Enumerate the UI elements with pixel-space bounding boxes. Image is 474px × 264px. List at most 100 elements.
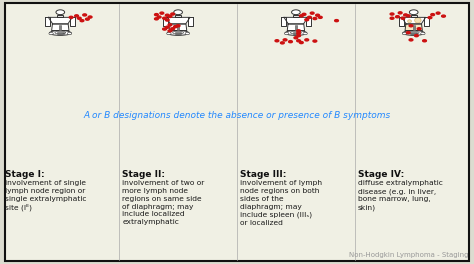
Circle shape (185, 32, 190, 35)
Text: diffuse extralymphatic
disease (e.g. in liver,
bone marrow, lung,
skin): diffuse extralymphatic disease (e.g. in … (358, 180, 443, 211)
Text: Stage IV:: Stage IV: (358, 170, 404, 179)
Circle shape (402, 32, 407, 35)
Polygon shape (281, 17, 286, 26)
Circle shape (88, 16, 92, 18)
Ellipse shape (285, 31, 307, 35)
Ellipse shape (55, 31, 66, 34)
Bar (59, 27, 61, 28)
Circle shape (313, 17, 317, 20)
Circle shape (85, 18, 89, 20)
Polygon shape (70, 17, 75, 26)
Bar (413, 27, 415, 28)
Circle shape (284, 32, 289, 35)
Circle shape (335, 20, 338, 22)
Circle shape (168, 15, 172, 17)
Circle shape (173, 26, 177, 28)
Circle shape (409, 39, 413, 41)
Bar (57, 15, 63, 17)
Text: involvement of lymph
node regions on both
sides of the
diaphragm; may
include sp: involvement of lymph node regions on bot… (240, 180, 322, 225)
Circle shape (415, 35, 418, 37)
Circle shape (77, 17, 81, 19)
Circle shape (176, 25, 180, 27)
Circle shape (406, 15, 410, 17)
Circle shape (171, 28, 174, 30)
Circle shape (292, 10, 300, 15)
Circle shape (303, 32, 307, 35)
Ellipse shape (167, 31, 189, 35)
Ellipse shape (403, 31, 425, 35)
Bar (295, 26, 297, 27)
Circle shape (157, 16, 161, 18)
Ellipse shape (291, 31, 301, 34)
Polygon shape (405, 24, 422, 31)
Polygon shape (306, 17, 311, 26)
Circle shape (316, 14, 319, 16)
Bar (293, 15, 299, 17)
Bar (59, 25, 61, 26)
Polygon shape (163, 17, 168, 26)
Polygon shape (166, 17, 190, 24)
Circle shape (302, 13, 306, 15)
Circle shape (404, 14, 408, 16)
Circle shape (297, 30, 301, 32)
Circle shape (275, 40, 279, 42)
Circle shape (75, 15, 78, 17)
Circle shape (163, 17, 166, 19)
Circle shape (83, 14, 87, 16)
Text: Stage III:: Stage III: (240, 170, 287, 179)
Circle shape (308, 16, 311, 18)
Circle shape (294, 37, 298, 39)
Circle shape (417, 28, 421, 30)
Polygon shape (188, 17, 193, 26)
Bar (411, 15, 417, 17)
Polygon shape (52, 24, 69, 31)
Circle shape (289, 41, 292, 43)
Polygon shape (169, 24, 187, 31)
Circle shape (421, 32, 425, 35)
Bar (175, 15, 181, 17)
Circle shape (396, 16, 399, 18)
Polygon shape (46, 17, 50, 26)
Circle shape (297, 32, 301, 34)
Bar (295, 25, 297, 26)
Circle shape (409, 25, 413, 27)
Circle shape (310, 12, 314, 14)
Bar (413, 26, 415, 27)
Circle shape (155, 13, 158, 16)
Bar (413, 28, 415, 29)
Circle shape (155, 18, 158, 20)
Bar (177, 27, 179, 28)
Circle shape (171, 13, 174, 15)
Polygon shape (284, 17, 308, 24)
Circle shape (305, 39, 309, 41)
FancyBboxPatch shape (405, 24, 422, 31)
Circle shape (406, 32, 410, 34)
Polygon shape (48, 17, 72, 24)
Circle shape (67, 32, 72, 35)
Circle shape (390, 13, 394, 15)
Polygon shape (402, 17, 426, 24)
Circle shape (165, 14, 169, 16)
Circle shape (80, 20, 84, 22)
Circle shape (168, 24, 172, 26)
Bar (295, 27, 297, 28)
Text: involvement of single
lymph node region or
single extralymphatic
site (lᴱ): involvement of single lymph node region … (5, 180, 86, 211)
Bar (413, 25, 415, 26)
Text: involvement of two or
more lymph node
regions on same side
of diaphragm; may
inc: involvement of two or more lymph node re… (122, 180, 205, 225)
Circle shape (283, 39, 287, 41)
Bar (59, 28, 61, 29)
Circle shape (390, 17, 394, 19)
FancyBboxPatch shape (5, 3, 469, 261)
Circle shape (281, 42, 284, 44)
Circle shape (297, 40, 301, 42)
Circle shape (300, 41, 303, 44)
Circle shape (313, 40, 317, 42)
Circle shape (69, 16, 73, 18)
Bar (59, 26, 61, 27)
Circle shape (398, 12, 402, 14)
Circle shape (56, 10, 64, 15)
Polygon shape (399, 17, 404, 26)
Circle shape (410, 10, 418, 15)
Ellipse shape (49, 31, 71, 35)
Circle shape (167, 32, 171, 35)
